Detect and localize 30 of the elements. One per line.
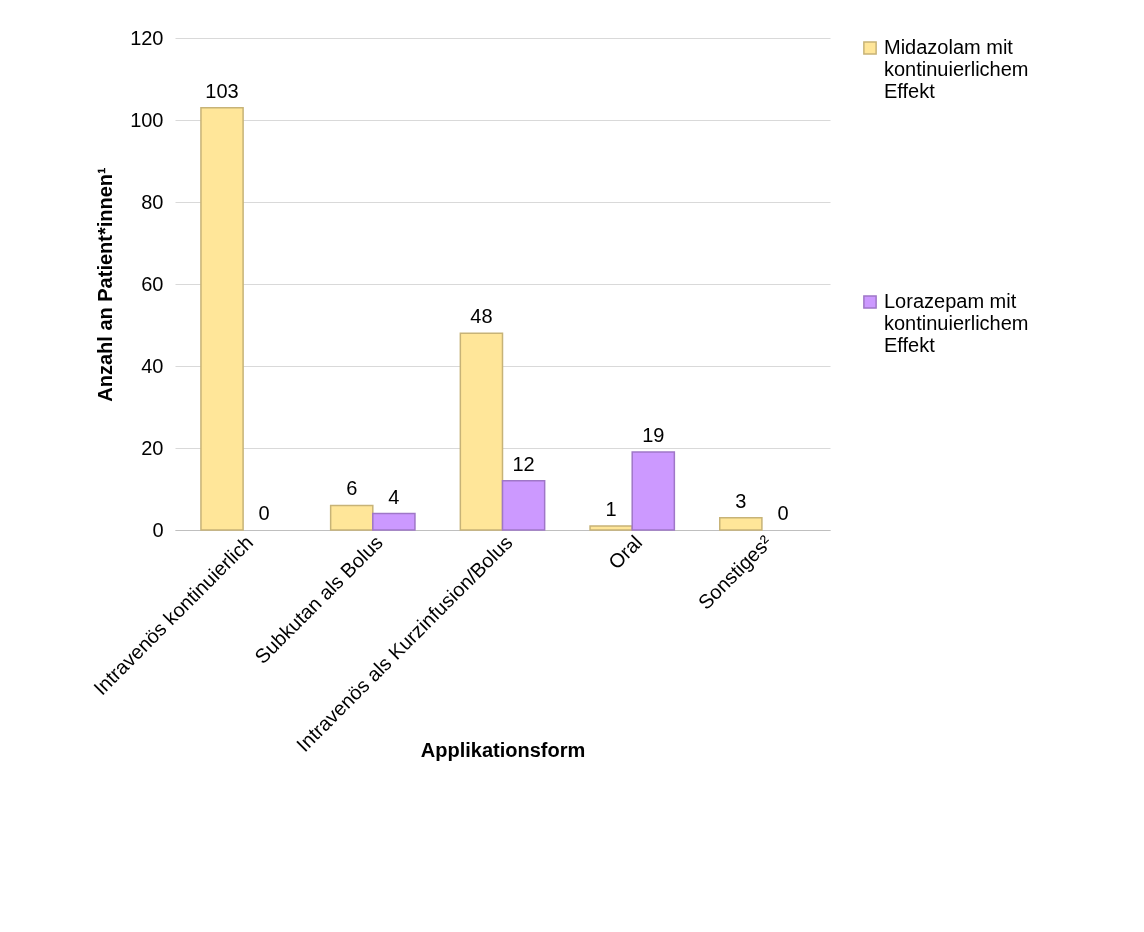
y-tick-label: 80 [141, 190, 164, 213]
legend-label: Midazolam mit kontinuierlichem Effekt [884, 36, 1029, 102]
data-label: 48 [470, 305, 493, 328]
bar [459, 332, 504, 531]
bar [631, 451, 676, 531]
data-label: 0 [258, 502, 270, 524]
data-label: 3 [735, 489, 747, 512]
data-label: 1 [605, 497, 617, 520]
legend-label: Lorazepam mit kontinuierlichem Effekt [884, 290, 1029, 356]
bar [200, 106, 244, 531]
y-axis-title: Anzahl an Patient*innen¹ [94, 166, 117, 402]
data-label: 12 [512, 452, 535, 475]
x-axis-title: Applikationsform [420, 738, 586, 761]
y-tick-label: 120 [130, 26, 164, 49]
data-label: 103 [205, 79, 239, 102]
bar [372, 512, 416, 531]
bar [719, 516, 763, 531]
y-tick-label: 20 [141, 436, 164, 459]
data-label: 6 [346, 477, 358, 500]
y-tick-label: 40 [141, 354, 164, 377]
y-tick-label: 60 [141, 272, 164, 295]
data-label: 0 [777, 502, 789, 524]
data-label: 19 [642, 424, 665, 447]
bar [501, 480, 546, 531]
y-tick-label: 100 [130, 108, 164, 131]
data-label: 4 [388, 485, 400, 508]
bar [329, 504, 374, 531]
y-tick-label: 0 [152, 518, 164, 541]
bar [589, 525, 633, 531]
x-tick-label: Oral [604, 531, 647, 574]
